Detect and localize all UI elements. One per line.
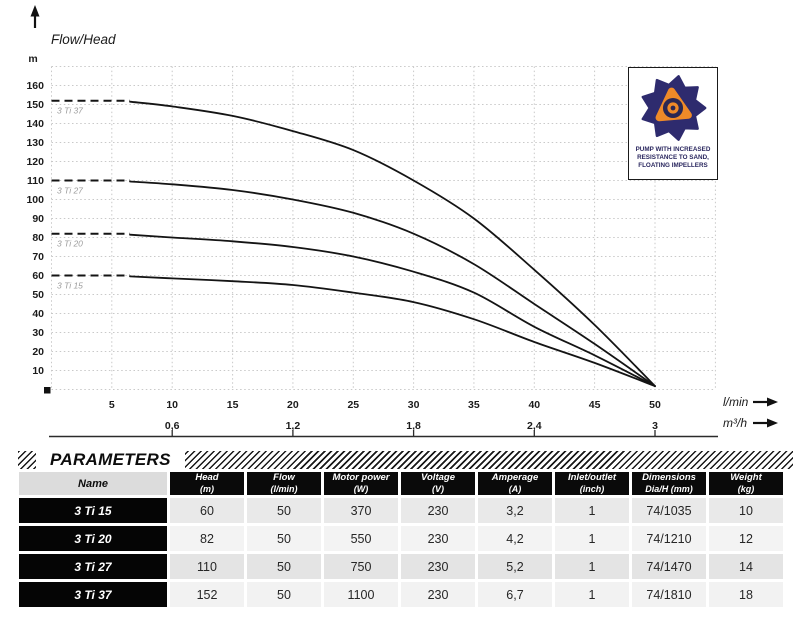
row-name: 3 Ti 27 (19, 554, 167, 579)
column-header-flow: Flow (l/min) (247, 472, 321, 495)
svg-text:45: 45 (589, 399, 601, 411)
svg-text:3 Ti 37: 3 Ti 37 (57, 106, 83, 116)
table-cell: 152 (170, 582, 244, 607)
svg-text:35: 35 (468, 399, 480, 411)
svg-text:0,6: 0,6 (165, 420, 180, 432)
svg-text:5: 5 (109, 399, 115, 411)
table-cell: 370 (324, 498, 398, 523)
table-cell: 1 (555, 554, 629, 579)
table-cell: 74/1210 (632, 526, 706, 551)
svg-text:130: 130 (26, 137, 44, 149)
row-name: 3 Ti 15 (19, 498, 167, 523)
parameters-banner (18, 451, 793, 469)
table-cell: 50 (247, 582, 321, 607)
table-cell: 50 (247, 526, 321, 551)
svg-text:10: 10 (32, 365, 44, 377)
table-cell: 550 (324, 526, 398, 551)
impeller-axle (670, 105, 676, 111)
table-cell: 50 (247, 554, 321, 579)
svg-text:40: 40 (528, 399, 540, 411)
parameters-table: Name Head (m) Flow (l/min) Motor power (W) … (19, 472, 783, 607)
table-cell: 4,2 (478, 526, 552, 551)
svg-text:40: 40 (32, 308, 44, 320)
svg-text:80: 80 (32, 232, 44, 244)
table-cell: 230 (401, 554, 475, 579)
impeller-logo-icon (641, 75, 707, 141)
column-header-amperage: Amperage (A) (478, 472, 552, 495)
badge-caption-line: PUMP WITH INCREASED (635, 146, 711, 153)
column-header-inlet-outlet: Inlet/outlet (inch) (555, 472, 629, 495)
table-cell: 6,7 (478, 582, 552, 607)
table-cell: 1 (555, 582, 629, 607)
table-cell: 60 (170, 498, 244, 523)
svg-text:50: 50 (649, 399, 661, 411)
svg-text:110: 110 (27, 175, 44, 187)
svg-text:150: 150 (26, 99, 44, 111)
svg-text:1,8: 1,8 (406, 420, 421, 432)
table-cell: 750 (324, 554, 398, 579)
svg-text:m: m (28, 53, 37, 65)
svg-text:100: 100 (26, 194, 44, 206)
table-cell: 14 (709, 554, 783, 579)
table-cell: 230 (401, 526, 475, 551)
svg-text:1,2: 1,2 (286, 420, 301, 432)
svg-text:l/min: l/min (723, 395, 749, 409)
table-cell: 10 (709, 498, 783, 523)
badge-caption-line: RESISTANCE TO SAND, (637, 154, 709, 162)
column-header-dimensions: Dimensions Dia/H (mm) (632, 472, 706, 495)
svg-text:60: 60 (32, 270, 44, 282)
table-cell: 50 (247, 498, 321, 523)
svg-text:3: 3 (652, 420, 658, 432)
pump-feature-badge: PUMP WITH INCREASED RESISTANCE TO SAND, … (628, 67, 718, 180)
column-header-motor-power: Motor power (W) (324, 472, 398, 495)
flow-head-chart: 10 20 30 40 50 60 70 80 90 100 110 120 130 140 150 160 5… (26, 5, 778, 438)
svg-text:30: 30 (408, 399, 420, 411)
table-cell: 5,2 (478, 554, 552, 579)
svg-text:10: 10 (166, 399, 178, 411)
table-cell: 1100 (324, 582, 398, 607)
table-cell: 1 (555, 498, 629, 523)
table-cell: 3,2 (478, 498, 552, 523)
svg-text:20: 20 (32, 346, 44, 358)
badge-caption: PUMP WITH INCREASED RESISTANCE TO SAND, … (636, 146, 711, 171)
svg-text:m³/h: m³/h (723, 416, 747, 430)
svg-text:Flow/Head: Flow/Head (51, 32, 116, 47)
table-cell: 230 (401, 582, 475, 607)
table-cell: 1 (555, 526, 629, 551)
svg-text:3 Ti 15: 3 Ti 15 (57, 281, 83, 291)
svg-text:50: 50 (32, 289, 44, 301)
table-cell: 74/1035 (632, 498, 706, 523)
table-cell: 12 (709, 526, 783, 551)
column-header-weight: Weight (kg) (709, 472, 783, 495)
svg-text:3 Ti 20: 3 Ti 20 (57, 239, 83, 249)
table-cell: 74/1470 (632, 554, 706, 579)
parameters-title: PARAMETERS (36, 448, 185, 472)
svg-text:160: 160 (26, 80, 44, 92)
svg-text:90: 90 (32, 213, 44, 225)
column-header-head: Head (m) (170, 472, 244, 495)
table-cell: 230 (401, 498, 475, 523)
column-header-voltage: Voltage (V) (401, 472, 475, 495)
badge-caption-line: FLOATING IMPELLERS (638, 162, 708, 170)
svg-text:140: 140 (26, 118, 44, 130)
table-cell: 74/1810 (632, 582, 706, 607)
svg-text:30: 30 (32, 327, 44, 339)
svg-text:70: 70 (32, 251, 44, 263)
svg-text:25: 25 (347, 399, 359, 411)
svg-text:2,4: 2,4 (527, 420, 542, 432)
table-cell: 110 (170, 554, 244, 579)
row-name: 3 Ti 20 (19, 526, 167, 551)
svg-text:20: 20 (287, 399, 299, 411)
table-cell: 18 (709, 582, 783, 607)
table-cell: 82 (170, 526, 244, 551)
svg-text:3 Ti 27: 3 Ti 27 (57, 186, 83, 196)
svg-text:120: 120 (26, 156, 44, 168)
svg-text:15: 15 (227, 399, 239, 411)
column-header-name: Name (19, 472, 167, 495)
row-name: 3 Ti 37 (19, 582, 167, 607)
